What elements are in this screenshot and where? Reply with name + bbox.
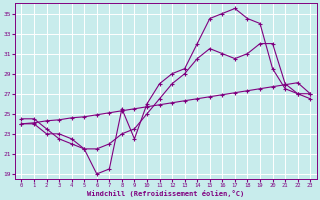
X-axis label: Windchill (Refroidissement éolien,°C): Windchill (Refroidissement éolien,°C) [87,190,244,197]
